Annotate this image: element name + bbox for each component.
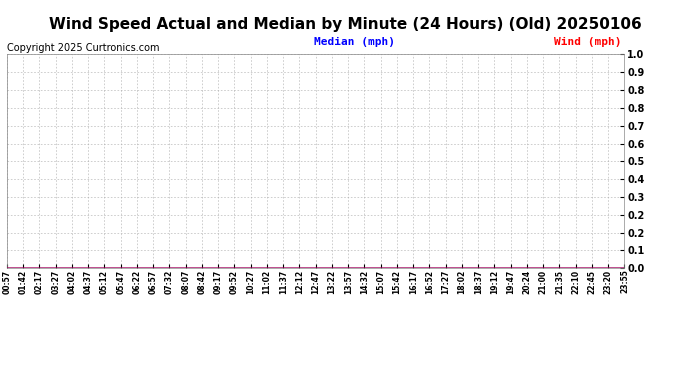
- Text: Wind (mph): Wind (mph): [554, 37, 622, 47]
- Text: Median (mph): Median (mph): [314, 37, 395, 47]
- Text: Copyright 2025 Curtronics.com: Copyright 2025 Curtronics.com: [7, 43, 159, 53]
- Text: Wind Speed Actual and Median by Minute (24 Hours) (Old) 20250106: Wind Speed Actual and Median by Minute (…: [48, 17, 642, 32]
